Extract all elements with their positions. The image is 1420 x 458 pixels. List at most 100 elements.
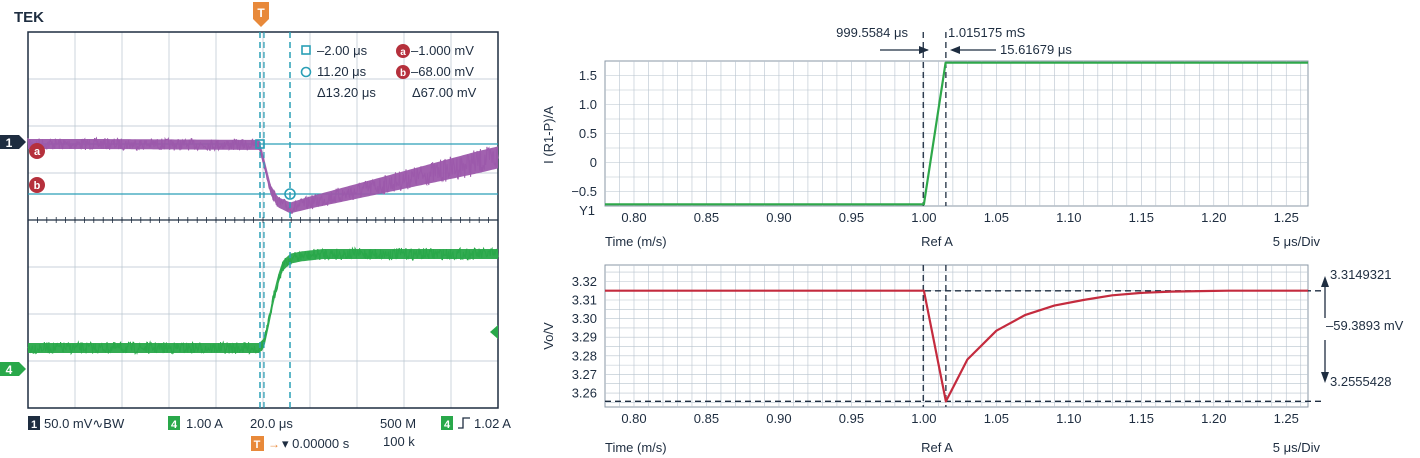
- y-tick-label: −0.5: [571, 184, 597, 199]
- trigger-level-marker[interactable]: [490, 325, 498, 339]
- voltage-div-label: 5 μs/Div: [1273, 440, 1321, 455]
- current-markers: [922, 32, 947, 206]
- y-tick-label: 0: [590, 155, 597, 170]
- sim-trace-line: [605, 61, 1308, 206]
- sim-marker-t1-label: 999.5584 μs: [836, 25, 908, 40]
- y-tick-label: 3.30: [572, 311, 597, 326]
- cursor-readout: –2.00 μs 11.20 μs Δ13.20 μs a –1.000 mV …: [300, 43, 477, 100]
- arrow-up-icon: [1321, 276, 1329, 287]
- ch4-marker-shape: [0, 362, 26, 376]
- x-tick-label: 0.85: [694, 411, 719, 426]
- x-tick-label: 1.25: [1274, 210, 1299, 225]
- dt-arrow-right-icon: [919, 46, 929, 54]
- x-tick-label: 0.95: [839, 411, 864, 426]
- current-ref-label: Ref A: [921, 234, 953, 249]
- current-y1-label: Y1: [579, 203, 595, 218]
- y-tick-label: 3.31: [572, 292, 597, 307]
- current-x-axis-label: Time (m/s): [605, 234, 667, 249]
- readout-a-badge: [396, 44, 410, 58]
- voltage-chart: 3.32 3.31 3.30 3.29 3.28 3.27 3.26 0.80 0.85 0.9…: [541, 264, 1404, 455]
- scope-border: [27, 31, 499, 409]
- scope-brand: TEK: [14, 9, 44, 26]
- voltage-ref-label: Ref A: [921, 440, 953, 455]
- x-tick-label: 1.10: [1056, 210, 1081, 225]
- x-tick-label: 0.85: [694, 210, 719, 225]
- y-tick-label: 1.5: [579, 68, 597, 83]
- voltage-y-axis-label: Vo/V: [541, 322, 556, 350]
- status-ch1-badge: 1: [31, 419, 37, 431]
- current-trace: [605, 61, 1308, 206]
- y-tick-label: 3.28: [572, 348, 597, 363]
- x-tick-label: 1.15: [1129, 411, 1154, 426]
- status-sample-rate: 500 M: [380, 416, 416, 431]
- status-ch4-badge: 4: [171, 419, 178, 431]
- ref-a-label: a: [34, 146, 41, 158]
- simulation-panel: 999.5584 μs 1.015175 mS 15.61679 μs 1.5 1…: [541, 25, 1404, 455]
- cursor-2-circle-marker: [284, 188, 296, 200]
- current-y-ticks: 1.5 1.0 0.5 0 −0.5: [571, 68, 597, 199]
- x-tick-label: 0.80: [621, 411, 646, 426]
- voltage-low-label: 3.2555428: [1330, 374, 1391, 389]
- readout-t1: –2.00 μs: [317, 43, 368, 58]
- status-timebase: 20.0 μs: [250, 416, 293, 431]
- status-ch1-badge-bg: [28, 416, 40, 430]
- voltage-y-ticks: 3.32 3.31 3.30 3.29 3.28 3.27 3.26: [572, 274, 597, 401]
- sim-marker-t2-label: 1.015175 mS: [948, 25, 1026, 40]
- ch4-marker[interactable]: 4: [0, 362, 26, 377]
- x-tick-label: 0.95: [839, 210, 864, 225]
- status-ch4-badge-bg: [168, 416, 180, 430]
- ref-b-badge: [29, 177, 45, 193]
- voltage-markers: [605, 265, 1322, 407]
- x-tick-label: 0.80: [621, 210, 646, 225]
- ch4-marker-label: 4: [6, 363, 13, 377]
- sim-trace-line: [605, 289, 1308, 403]
- status-trig-level: 1.02 A: [474, 416, 511, 431]
- x-tick-label: 1.15: [1129, 210, 1154, 225]
- status-trig-pos: ▾ 0.00000 s: [282, 436, 350, 451]
- sim-marker-dt-label: 15.61679 μs: [1000, 42, 1072, 57]
- x-tick-label: 1.05: [984, 411, 1009, 426]
- readout-b-value: –68.00 mV: [411, 64, 474, 79]
- x-tick-label: 1.05: [984, 210, 1009, 225]
- status-ch1-scale: 50.0 mV∿BW: [44, 416, 125, 431]
- readout-circle-icon: [300, 66, 312, 78]
- status-trig-badge-bg: [441, 416, 453, 430]
- readout-dv: Δ67.00 mV: [412, 85, 477, 100]
- readout-b-badge: [396, 65, 410, 79]
- readout-square-icon: [301, 45, 311, 55]
- readout-dt: Δ13.20 μs: [317, 85, 376, 100]
- y-tick-label: 3.29: [572, 330, 597, 345]
- voltage-x-axis-label: Time (m/s): [605, 440, 667, 455]
- status-trig-badge: 4: [444, 419, 451, 431]
- y-tick-label: 1.0: [579, 97, 597, 112]
- voltage-plot-area: [604, 264, 1309, 408]
- ch1-marker-label: 1: [6, 136, 13, 150]
- voltage-x-ticks: 0.80 0.85 0.90 0.95 1.00 1.05 1.10 1.15 1.20 1.25: [621, 411, 1299, 426]
- ch4-trace-noise: [27, 246, 499, 356]
- ref-b-marker: b: [29, 177, 45, 193]
- readout-b-label: b: [400, 68, 406, 79]
- x-tick-label: 1.25: [1274, 411, 1299, 426]
- trigger-marker[interactable]: T: [253, 2, 269, 27]
- ref-a-marker: a: [29, 143, 45, 159]
- x-tick-label: 1.00: [911, 210, 936, 225]
- x-tick-label: 0.90: [766, 210, 791, 225]
- voltage-delta-label: –59.3893 mV: [1326, 318, 1404, 333]
- voltage-trace: [605, 289, 1308, 403]
- x-tick-label: 1.10: [1056, 411, 1081, 426]
- status-ch4-scale: 1.00 A: [186, 416, 223, 431]
- x-tick-label: 1.20: [1201, 210, 1226, 225]
- ch1-marker[interactable]: 1: [0, 135, 26, 150]
- arrow-right-icon: →: [268, 437, 280, 451]
- current-chart: 1.5 1.0 0.5 0 −0.5 0.80 0.85 0.90 0.95 1.00 1.05 1…: [541, 32, 1320, 249]
- x-tick-label: 1.00: [911, 411, 936, 426]
- scope-traces: [27, 136, 499, 356]
- y-tick-label: 3.27: [572, 367, 597, 382]
- current-div-label: 5 μs/Div: [1273, 234, 1321, 249]
- scope-grid: [27, 32, 499, 408]
- status-record-length: 100 k: [383, 434, 415, 449]
- ref-a-badge: [29, 143, 45, 159]
- readout-a-label: a: [400, 47, 406, 58]
- current-y-axis-label: I (R1-P)/A: [541, 106, 556, 164]
- readout-a-value: –1.000 mV: [411, 43, 474, 58]
